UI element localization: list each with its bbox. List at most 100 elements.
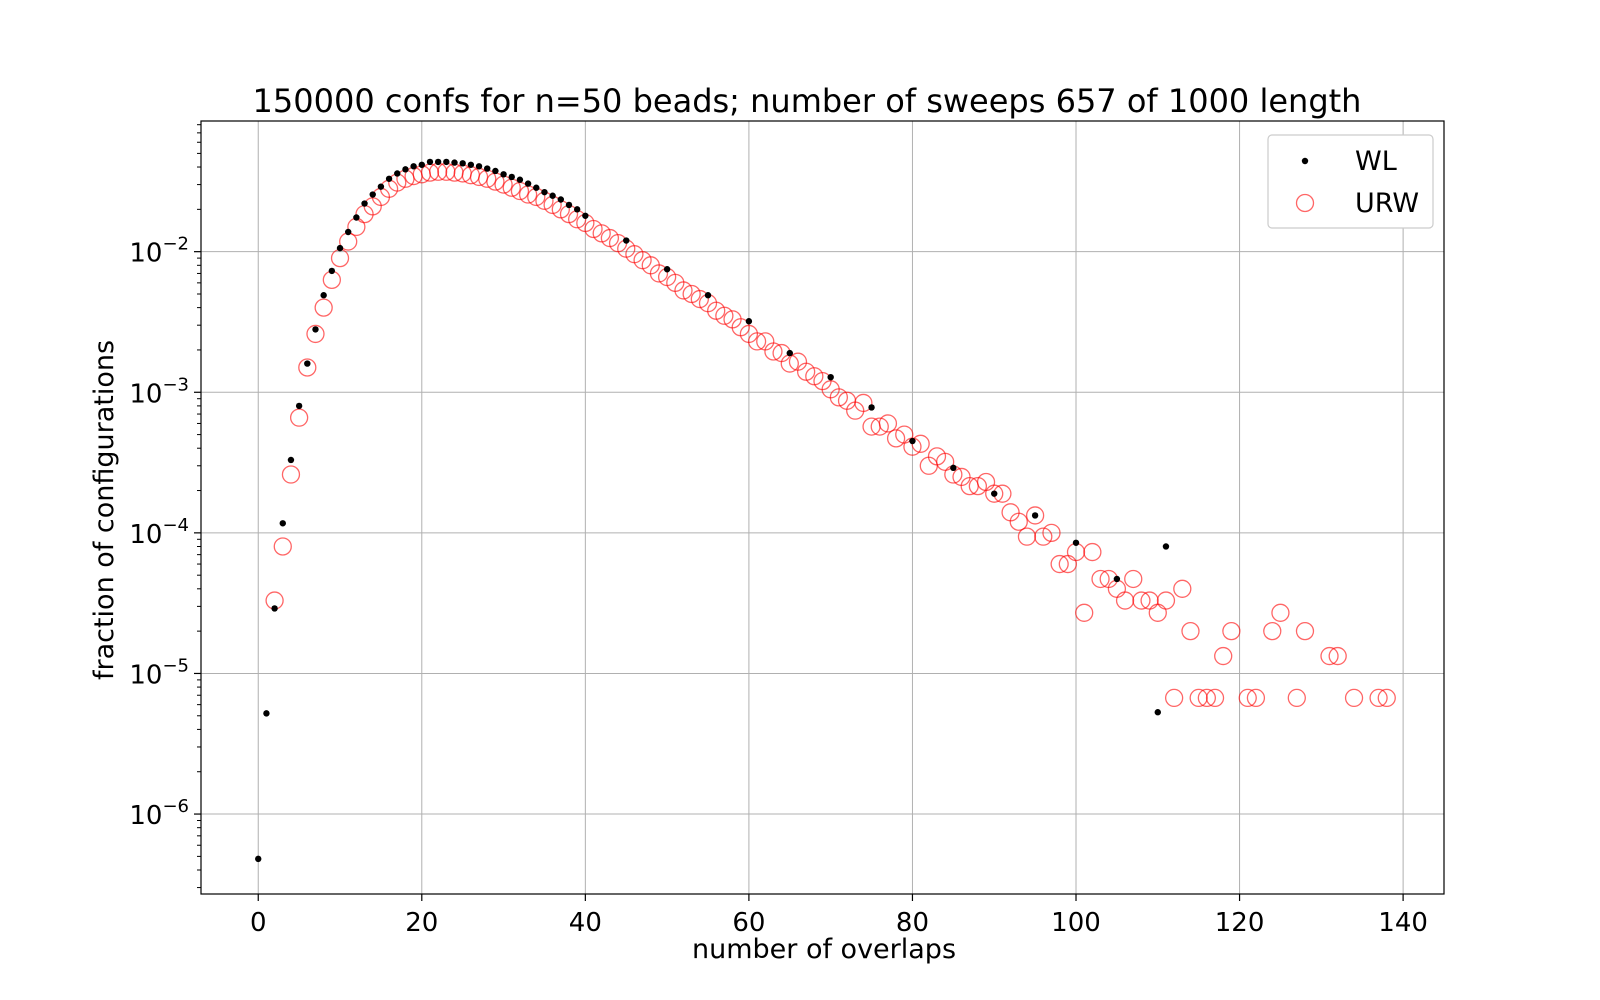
wl-point [663,266,671,273]
series-wl [255,158,1170,863]
wl-point [1113,575,1121,583]
urw-point [1075,603,1094,622]
y-tick-label: 10−4 [129,515,189,550]
urw-point [1034,527,1053,546]
urw-point [281,465,301,484]
wl-point [443,158,450,166]
wl-point [279,520,286,527]
urw-point [273,537,292,556]
urw-point [1377,688,1396,708]
x-tick-label: 20 [405,908,438,938]
urw-point [1238,688,1257,708]
x-tick-label: 120 [1215,908,1265,938]
wl-point [508,173,515,181]
urw-point [870,417,889,436]
y-tick-label: 10−3 [129,374,189,409]
wl-point [991,490,998,497]
wl-point [565,201,573,209]
wl-point [459,160,466,167]
urw-point [690,289,709,309]
urw-point [289,408,309,427]
legend-box [1267,134,1434,229]
wl-point [573,206,581,213]
urw-point [1164,688,1184,708]
urw-point [674,281,693,300]
wl-point [492,167,499,175]
wl-point [426,158,434,166]
wl-point [475,163,483,170]
wl-point [287,456,295,464]
urw-point [1287,688,1306,708]
wl-point [786,349,793,357]
wl-point [1072,539,1080,546]
urw-point [1173,579,1192,598]
wl-point [377,183,385,190]
wl-point [516,176,524,183]
wl-point [344,228,352,236]
wl-point [909,437,916,445]
chart-title: 150000 confs for n=50 beads; number of s… [253,82,1362,120]
wl-point [582,212,589,219]
x-tick-label: 60 [732,908,765,938]
plot-frame [200,120,1445,895]
urw-point [1197,688,1216,708]
urw-point [1205,688,1225,708]
grid [201,121,1444,894]
legend: WL URW [1267,134,1434,229]
urw-point [1246,688,1266,708]
urw-point [1369,688,1388,708]
urw-point [1083,542,1102,562]
wl-point [410,163,417,170]
wl-point [549,192,556,199]
urw-point [886,429,906,448]
urw-point [1132,591,1151,610]
urw-point [306,324,325,344]
x-tick-label: 0 [250,908,267,938]
urw-point [985,484,1004,503]
urw-point [747,332,767,351]
wl-point [541,188,548,196]
plot-area [201,121,1444,894]
urw-point [1091,569,1110,589]
y-axis-label: fraction of configurations [89,340,120,680]
urw-point [649,264,669,283]
y-axis-ticks: 10−6 10−5 10−4 10−3 10−2 [129,124,201,889]
y-tick-label: 10−2 [129,234,189,269]
wl-point [434,158,442,166]
urw-point [1344,688,1364,708]
urw-point [1025,506,1045,525]
wl-point [328,267,336,275]
urw-point [298,358,317,377]
urw-point [314,298,333,317]
urw-point [878,414,898,433]
urw-point [584,219,603,239]
wl-point [271,605,278,612]
wl-point [704,292,712,299]
wl-point [623,237,630,244]
wl-point [827,373,834,381]
urw-point [1181,621,1200,641]
urw-point [1124,569,1143,589]
urw-point [854,393,873,413]
wl-point [361,200,368,207]
wl-point [295,402,303,410]
wl-point [950,464,957,472]
wl-point [385,175,393,182]
wl-point [418,161,425,168]
x-tick-label: 100 [1051,908,1101,938]
wl-point [484,165,491,172]
urw-point [1156,591,1176,610]
wl-point [255,855,262,863]
wl-point [353,214,360,221]
wl-point [868,404,875,411]
legend-label-urw: URW [1355,188,1419,219]
legend-marker-wl [1301,157,1309,165]
urw-point [1328,646,1347,666]
wl-point [451,159,458,166]
urw-point [1214,646,1233,666]
y-tick-label: 10−5 [129,655,189,690]
urw-point [715,306,734,325]
legend-label-wl: WL [1355,146,1397,177]
wl-point [1154,709,1161,716]
